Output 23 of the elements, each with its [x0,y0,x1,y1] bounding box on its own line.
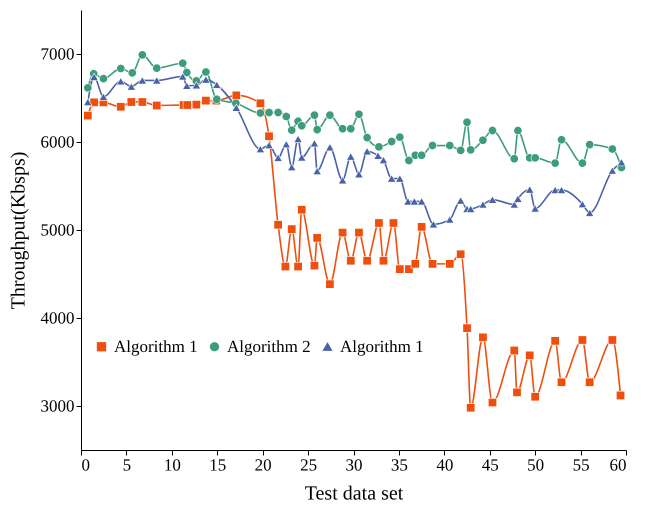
x-tick-label: 35 [390,456,408,474]
legend-label: Algorithm 1 [114,336,198,356]
x-axis-title: Test data set [304,482,404,504]
y-tick-label: 5000 [40,220,74,240]
x-tick-label: 40 [436,456,454,474]
x-tick-label: 30 [346,456,362,474]
x-tick-label: 20 [254,456,272,474]
x-tick-label: 15 [209,456,226,474]
x-tick-label: 60 [610,456,626,474]
x-tick-label: 25 [300,456,318,474]
legend-label: Algorithm 2 [227,336,311,356]
y-tick-label: 6000 [40,132,74,152]
y-axis-title: Throughput(Kbsps) [8,152,30,310]
x-tick-label: 5 [122,456,132,474]
x-tick-label: 45 [482,456,499,474]
x-tick-label: 50 [527,456,544,474]
x-tick-label: 55 [572,456,590,474]
x-tick-label: 0 [82,456,90,474]
y-tick-label: 7000 [40,44,74,64]
legend-label: Algorithm 1 [340,336,424,356]
y-tick-label: 3000 [40,396,74,416]
y-tick-label: 4000 [40,308,74,328]
x-tick-label: 10 [164,456,181,474]
